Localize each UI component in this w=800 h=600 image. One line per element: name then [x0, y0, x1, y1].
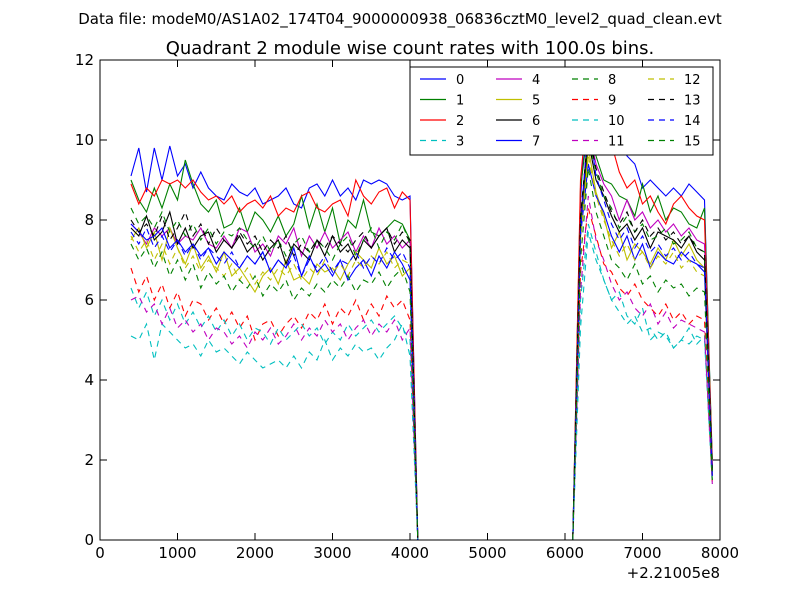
legend-label-1: 1 [456, 94, 464, 109]
x-tick-label: 8000 [701, 544, 739, 562]
legend-label-8: 8 [608, 73, 616, 88]
legend-label-0: 0 [456, 73, 464, 88]
y-tick-label: 8 [84, 211, 94, 229]
series-line-15 [130, 167, 713, 540]
x-tick-label: 1000 [158, 544, 196, 562]
legend-label-7: 7 [532, 135, 540, 150]
legend-label-3: 3 [456, 135, 464, 150]
legend-label-12: 12 [684, 73, 701, 88]
x-tick-label: 7000 [623, 544, 661, 562]
x-tick-label: 6000 [546, 544, 584, 562]
x-offset-label: +2.21005e8 [627, 564, 720, 582]
series-line-1 [130, 123, 713, 540]
x-tick-label: 0 [95, 544, 105, 562]
x-tick-label: 5000 [468, 544, 506, 562]
x-tick-label: 2000 [236, 544, 274, 562]
series-line-6 [130, 139, 713, 540]
y-tick-label: 12 [75, 51, 94, 69]
legend-label-10: 10 [608, 114, 625, 129]
x-tick-label: 3000 [313, 544, 351, 562]
y-tick-label: 4 [84, 371, 94, 389]
series-line-7 [130, 163, 713, 540]
legend-label-6: 6 [532, 114, 540, 129]
x-tick-label: 4000 [391, 544, 429, 562]
y-tick-label: 6 [84, 291, 94, 309]
series-line-10 [130, 223, 713, 540]
series-line-9 [130, 207, 713, 540]
legend-label-4: 4 [532, 73, 540, 88]
chart-title: Quadrant 2 module wise count rates with … [166, 38, 655, 59]
series-line-2 [130, 95, 713, 540]
legend-label-13: 13 [684, 94, 701, 109]
legend-label-5: 5 [532, 94, 540, 109]
legend-label-14: 14 [684, 114, 701, 129]
legend-label-9: 9 [608, 94, 616, 109]
y-tick-label: 2 [84, 451, 94, 469]
legend-label-11: 11 [608, 135, 625, 150]
series-line-5 [130, 147, 713, 540]
legend-label-2: 2 [456, 114, 464, 129]
series-line-3 [130, 231, 713, 540]
series-layer [130, 71, 713, 540]
series-line-13 [130, 131, 713, 540]
series-line-4 [130, 127, 713, 540]
series-line-11 [130, 195, 713, 540]
axes-layer: 0 1000 2000 3000 4000 5000 6000 7000 80000246810… [75, 51, 739, 562]
figure-suptitle: Data file: modeM0/AS1A02_174T04_90000009… [78, 10, 722, 29]
y-tick-label: 10 [75, 131, 94, 149]
y-tick-label: 0 [84, 531, 94, 549]
legend-label-15: 15 [684, 135, 701, 150]
